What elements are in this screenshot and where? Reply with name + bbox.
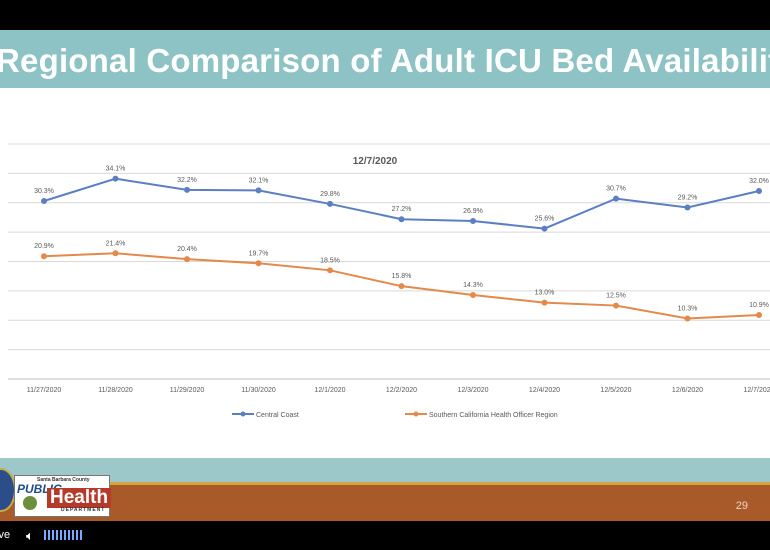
- data-point: [470, 217, 476, 224]
- x-tick-label: 11/28/2020: [98, 387, 133, 394]
- data-point: [613, 195, 619, 202]
- data-point: [41, 253, 47, 260]
- data-point: [327, 200, 333, 207]
- x-tick-label: 12/7/2020: [743, 387, 770, 394]
- x-axis-ticks: 11/27/2020 11/28/2020 11/29/2020 11/30/2020…: [27, 387, 770, 394]
- data-label: 25.6%: [535, 216, 555, 223]
- legend: Central Coast Southern California Health …: [232, 411, 558, 419]
- x-tick-label: 12/4/2020: [529, 387, 560, 394]
- page-number: 29: [735, 500, 748, 512]
- title-band: Regional Comparison of Adult ICU Bed Ava…: [0, 30, 770, 88]
- slide-title: Regional Comparison of Adult ICU Bed Ava…: [0, 42, 770, 79]
- data-point: [541, 225, 548, 232]
- data-point: [541, 299, 548, 306]
- legend-label: Southern California Health Officer Regio…: [429, 412, 558, 419]
- speaker-icon[interactable]: 🔈︎: [26, 528, 34, 543]
- data-point: [398, 216, 405, 223]
- data-point: [112, 250, 119, 257]
- legend-swatch-marker: [413, 411, 419, 417]
- data-label: 10.3%: [678, 305, 698, 312]
- data-label: 34.1%: [106, 166, 126, 173]
- data-point: [255, 187, 262, 194]
- legend-swatch-marker: [240, 411, 246, 417]
- data-point: [255, 260, 262, 267]
- logo-county-text: Santa Barbara County: [37, 477, 90, 483]
- data-point: [756, 188, 762, 194]
- logo-health-text: Health: [47, 488, 112, 508]
- footer-band: [0, 458, 770, 482]
- volume-slider[interactable]: [44, 530, 82, 540]
- data-label: 29.8%: [320, 191, 340, 198]
- data-label: 18.5%: [320, 257, 340, 264]
- data-point: [470, 291, 476, 298]
- data-point: [327, 267, 333, 274]
- x-tick-label: 11/27/2020: [27, 387, 62, 394]
- x-tick-label: 12/6/2020: [672, 387, 703, 394]
- data-label: 20.9%: [34, 243, 54, 250]
- x-tick-label: 12/5/2020: [600, 387, 631, 394]
- data-label: 19.7%: [249, 250, 269, 257]
- x-tick-label: 12/3/2020: [457, 387, 488, 394]
- data-label: 32.2%: [177, 177, 197, 184]
- data-point: [184, 186, 190, 193]
- line-chart: 12/7/2020 30.3% 34.1% 32.2% 32.1% 29.8% 27.2%…: [8, 143, 770, 419]
- top-black-bar: [0, 0, 770, 30]
- presentation-slide: Regional Comparison of Adult ICU Bed Ava…: [0, 30, 770, 521]
- data-label: 32.1%: [249, 177, 269, 184]
- data-point: [756, 311, 762, 318]
- video-controls: ive 🔈︎: [0, 521, 770, 550]
- data-label: 30.7%: [606, 186, 626, 193]
- data-label: 13.0%: [535, 290, 555, 297]
- data-label: 15.8%: [392, 273, 412, 280]
- x-tick-label: 11/30/2020: [241, 387, 276, 394]
- logo-emblem-icon: [23, 496, 37, 510]
- data-label: 32.0%: [749, 178, 769, 185]
- live-label: ive: [0, 529, 11, 541]
- footer-accent-line: [0, 482, 770, 485]
- data-label: 20.4%: [177, 246, 197, 253]
- data-point: [684, 204, 691, 211]
- data-point: [684, 315, 691, 322]
- series-central-coast: 30.3% 34.1% 32.2% 32.1% 29.8% 27.2% 26.9% 25.6%…: [34, 166, 769, 232]
- public-health-logo: Santa Barbara County PUBLIC Health DEPAR…: [14, 475, 112, 517]
- data-point: [112, 175, 119, 182]
- gridlines: [8, 143, 770, 380]
- chart-title: 12/7/2020: [353, 156, 398, 167]
- data-point: [613, 302, 619, 309]
- data-point: [184, 256, 190, 263]
- data-point: [41, 197, 47, 204]
- data-label: 21.4%: [106, 240, 126, 247]
- x-tick-label: 12/1/2020: [314, 387, 345, 394]
- data-label: 10.9%: [749, 302, 769, 309]
- data-point: [398, 283, 405, 290]
- data-label: 30.3%: [34, 188, 54, 195]
- data-label: 29.2%: [678, 194, 698, 201]
- logo-department-text: DEPARTMENT: [61, 507, 106, 513]
- data-label: 14.3%: [463, 282, 483, 289]
- series-layer: 30.3% 34.1% 32.2% 32.1% 29.8% 27.2% 26.9% 25.6%…: [34, 166, 769, 322]
- data-label: 26.9%: [463, 208, 483, 215]
- x-tick-label: 12/2/2020: [386, 387, 417, 394]
- data-label: 27.2%: [392, 206, 412, 213]
- x-tick-label: 11/29/2020: [170, 387, 205, 394]
- footer-bar: [0, 485, 770, 521]
- data-label: 12.5%: [606, 293, 626, 300]
- legend-label: Central Coast: [256, 412, 299, 419]
- series-southern-california: 20.9% 21.4% 20.4% 19.7% 18.5% 15.8% 14.3% 13.0%…: [34, 240, 769, 322]
